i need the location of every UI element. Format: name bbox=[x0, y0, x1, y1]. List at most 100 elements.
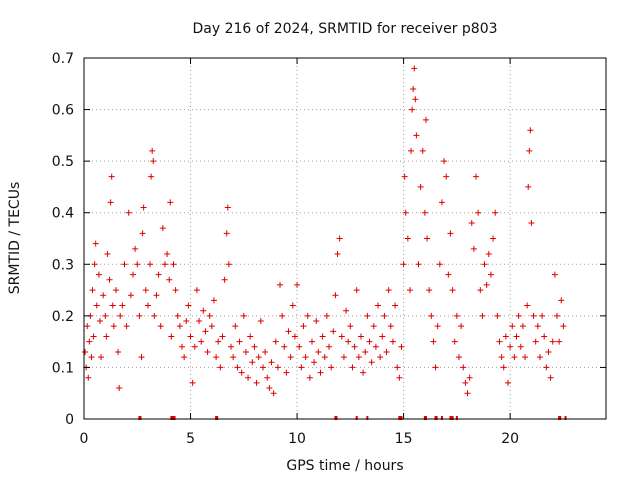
data-point-plus bbox=[530, 312, 537, 319]
x-tick-label: 15 bbox=[395, 431, 413, 447]
data-point-plus bbox=[91, 261, 98, 268]
x-tick-label: 0 bbox=[80, 431, 89, 447]
y-tick-label: 0.2 bbox=[52, 309, 74, 325]
data-point-plus bbox=[189, 379, 196, 386]
data-point-plus bbox=[525, 183, 532, 190]
data-point-plus bbox=[93, 302, 100, 309]
data-point-plus bbox=[447, 230, 454, 237]
data-point-plus bbox=[404, 235, 411, 242]
data-point-plus bbox=[370, 323, 377, 330]
data-point-plus bbox=[84, 323, 91, 330]
data-point-plus bbox=[221, 276, 228, 283]
data-point-plus bbox=[485, 250, 492, 257]
data-point-plus bbox=[112, 287, 119, 294]
data-point-plus bbox=[551, 271, 558, 278]
data-point-plus bbox=[204, 348, 211, 355]
data-point-plus bbox=[125, 209, 132, 216]
data-point-plus bbox=[262, 348, 269, 355]
data-point-plus bbox=[304, 312, 311, 319]
data-point-plus bbox=[170, 261, 177, 268]
data-points bbox=[82, 65, 567, 397]
data-point-plus bbox=[102, 312, 109, 319]
data-point-plus bbox=[281, 343, 288, 350]
data-point-plus bbox=[500, 364, 507, 371]
data-point-plus bbox=[255, 354, 262, 361]
data-point-plus bbox=[492, 209, 499, 216]
data-point-plus bbox=[413, 132, 420, 139]
data-point-plus bbox=[502, 333, 509, 340]
data-point-plus bbox=[302, 354, 309, 361]
data-point-plus bbox=[466, 374, 473, 381]
data-point-plus bbox=[360, 369, 367, 376]
data-point-plus bbox=[217, 364, 224, 371]
data-point-plus bbox=[115, 348, 122, 355]
data-point-plus bbox=[330, 328, 337, 335]
data-point-plus bbox=[313, 318, 320, 325]
data-point-plus bbox=[92, 240, 99, 247]
data-point-plus bbox=[238, 369, 245, 376]
data-point-plus bbox=[279, 312, 286, 319]
data-point-plus bbox=[460, 364, 467, 371]
plot-frame bbox=[83, 57, 607, 420]
data-point-plus bbox=[441, 158, 448, 165]
data-point-plus bbox=[159, 225, 166, 232]
data-point-plus bbox=[106, 276, 113, 283]
data-point-plus bbox=[139, 230, 146, 237]
data-point-plus bbox=[558, 297, 565, 304]
data-point-plus bbox=[490, 235, 497, 242]
data-point-plus bbox=[123, 323, 130, 330]
data-point-plus bbox=[119, 302, 126, 309]
data-point-plus bbox=[402, 209, 409, 216]
y-tick-label: 0.6 bbox=[52, 103, 74, 119]
data-point-plus bbox=[481, 261, 488, 268]
data-point-plus bbox=[319, 333, 326, 340]
data-point-plus bbox=[504, 379, 511, 386]
data-point-plus bbox=[445, 271, 452, 278]
data-point-plus bbox=[200, 307, 207, 314]
data-point-plus bbox=[236, 338, 243, 345]
data-point-plus bbox=[245, 374, 252, 381]
data-point-plus bbox=[96, 318, 103, 325]
data-point-plus bbox=[253, 379, 260, 386]
data-point-plus bbox=[196, 318, 203, 325]
data-point-plus bbox=[517, 343, 524, 350]
chart-title: Day 216 of 2024, SRMTID for receiver p80… bbox=[192, 21, 497, 37]
data-point-plus bbox=[511, 354, 518, 361]
data-point-plus bbox=[406, 287, 413, 294]
data-point-plus bbox=[148, 173, 155, 180]
data-point-plus bbox=[375, 302, 382, 309]
y-tick-label: 0.5 bbox=[52, 154, 74, 170]
data-point-plus bbox=[153, 292, 160, 299]
data-point-plus bbox=[362, 348, 369, 355]
data-point-plus bbox=[294, 281, 301, 288]
data-point-plus bbox=[130, 271, 137, 278]
data-point-plus bbox=[266, 385, 273, 392]
data-point-plus bbox=[172, 287, 179, 294]
data-point-plus bbox=[455, 354, 462, 361]
data-point-plus bbox=[357, 333, 364, 340]
data-point-plus bbox=[103, 333, 110, 340]
data-point-plus bbox=[117, 312, 124, 319]
data-point-plus bbox=[174, 312, 181, 319]
data-point-plus bbox=[536, 354, 543, 361]
data-point-plus bbox=[198, 338, 205, 345]
data-point-plus bbox=[473, 173, 480, 180]
data-point-plus bbox=[296, 343, 303, 350]
data-point-plus bbox=[157, 323, 164, 330]
data-point-plus bbox=[251, 343, 258, 350]
data-point-plus bbox=[150, 158, 157, 165]
data-point-plus bbox=[224, 204, 231, 211]
data-point-plus bbox=[109, 302, 116, 309]
y-tick-label: 0.7 bbox=[52, 51, 74, 67]
data-point-plus bbox=[539, 312, 546, 319]
data-point-plus bbox=[524, 302, 531, 309]
data-point-plus bbox=[385, 287, 392, 294]
data-point-plus bbox=[534, 323, 541, 330]
data-point-plus bbox=[412, 96, 419, 103]
data-point-plus bbox=[127, 292, 134, 299]
grid-lines bbox=[84, 58, 606, 419]
data-point-plus bbox=[179, 343, 186, 350]
data-point-plus bbox=[311, 359, 318, 366]
data-point-plus bbox=[400, 261, 407, 268]
data-point-plus bbox=[121, 261, 128, 268]
